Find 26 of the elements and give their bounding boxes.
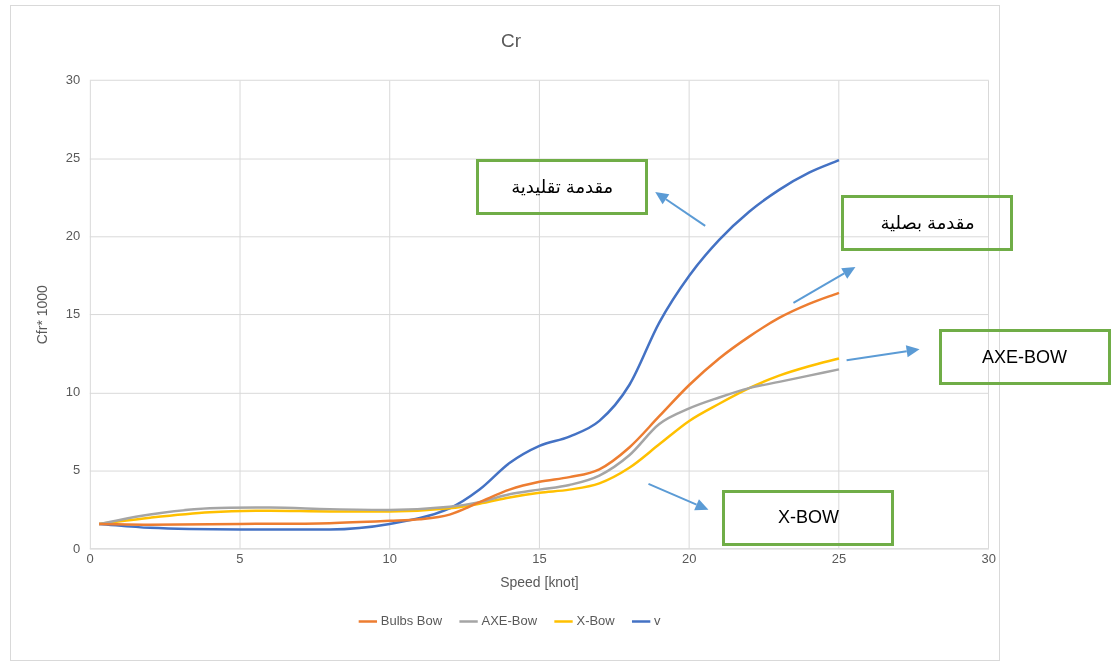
x-tick-label: 30 [981,551,997,567]
note-box: AXE-BOW [938,329,1111,386]
legend-label: Bulbs Bow [380,613,443,629]
y-tick-label: 5 [72,462,81,478]
note-box: X-BOW [722,489,895,546]
legend-label: X-Bow [576,613,616,629]
legend-label: AXE-Bow [481,613,538,629]
x-tick-label: 20 [682,551,697,567]
x-axis-title: Speed [knot] [500,573,579,590]
y-tick-label: 10 [65,384,81,400]
y-axis-title: Cfr* 1000 [34,285,51,345]
x-tick-label: 15 [532,551,547,567]
y-tick-label: 0 [72,540,81,556]
y-tick-label: 25 [65,150,81,166]
y-tick-label: 15 [65,306,81,322]
x-tick-label: 25 [831,551,847,567]
y-tick-label: 30 [65,72,81,88]
note-box: مقدمة تقليدية [476,158,649,215]
x-tick-label: 10 [382,551,397,567]
y-tick-label: 20 [65,228,81,244]
x-tick-label: 5 [236,551,244,567]
note-box: مقدمة بصلية [841,194,1014,251]
line-series [97,291,841,526]
legend-label: v [654,613,662,629]
x-tick-label: 0 [86,551,94,567]
chart-title: Cr [500,29,521,51]
